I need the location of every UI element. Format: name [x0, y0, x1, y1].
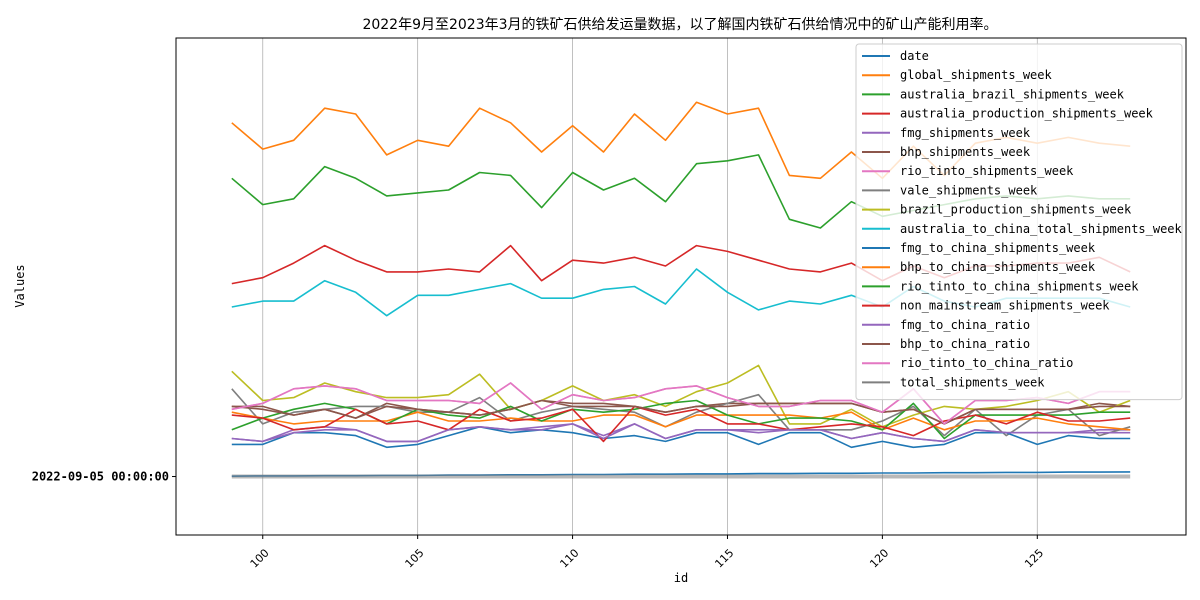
plot-frame [175, 37, 1187, 536]
series-line-rio-tinto-to-china-ratio [231, 382, 1131, 425]
series-line-bhp-to-china-ratio [231, 399, 1131, 425]
x-axis-label: id [674, 571, 688, 585]
legend-label: brazil_production_shipments_week [900, 203, 1132, 217]
legend-label: bhp_to_china_shipments_week [900, 260, 1096, 274]
legend-label: rio_tinto_shipments_week [900, 164, 1074, 178]
series-line-non-mainstream-shipments-week [231, 405, 1131, 443]
legend-label: rio_tinto_to_china_ratio [900, 356, 1073, 370]
legend-label: fmg_shipments_week [900, 126, 1031, 140]
legend-label: rio_tinto_to_china_shipments_week [900, 279, 1139, 293]
y-tick-label: 2022-09-05 00:00:00 [32, 470, 169, 484]
legend-label: australia_brazil_shipments_week [900, 87, 1125, 101]
legend-label: fmg_to_china_ratio [900, 318, 1030, 332]
legend-label: total_shipments_week [900, 375, 1045, 389]
legend-label: vale_shipments_week [900, 183, 1038, 197]
y-axis-ticks: 2022-09-05 00:00:00 [32, 470, 176, 484]
series-line-vale-shipments-week [231, 388, 1131, 437]
legend-box [855, 43, 1183, 401]
y-axis-label: Values [13, 264, 27, 307]
legend-label: date [900, 49, 929, 63]
legend: date global_shipments_week australia_brazi… [855, 43, 1183, 401]
legend-label: global_shipments_week [900, 68, 1052, 82]
series-line-fmg-to-china-shipments-week [231, 425, 1131, 449]
legend-label: australia_to_china_total_shipments_week [900, 222, 1183, 236]
legend-label: bhp_shipments_week [900, 145, 1031, 159]
legend-label: bhp_to_china_ratio [900, 337, 1030, 351]
legend-label: non_mainstream_shipments_week [900, 299, 1110, 313]
chart-title: 2022年9月至2023年3月的铁矿石供给发运量数据，以了解国内铁矿石供给情况中… [362, 16, 997, 33]
series-line-fmg-to-china-ratio [231, 423, 1131, 443]
legend-label: fmg_to_china_shipments_week [900, 241, 1096, 255]
legend-label: australia_production_shipments_week [900, 107, 1154, 121]
